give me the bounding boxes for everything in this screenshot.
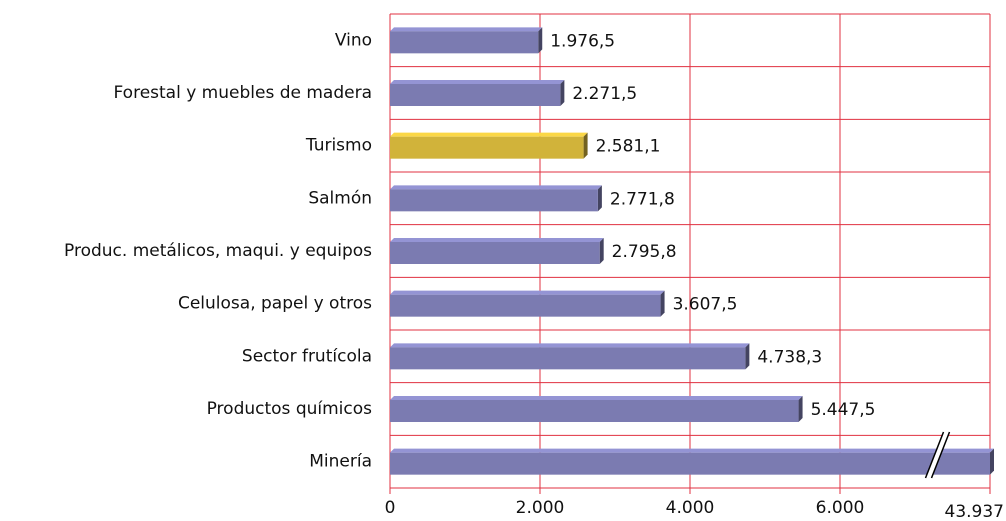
bar-top [390, 290, 665, 295]
category-label: Minería [309, 452, 372, 472]
bar-side [583, 132, 588, 159]
bar-top [390, 343, 750, 348]
axis-break [930, 431, 951, 479]
bar-side [597, 185, 602, 212]
x-tick-label: 0 [385, 498, 396, 518]
bar-side [560, 80, 565, 106]
bar-top [390, 396, 803, 400]
bar-side [660, 290, 665, 317]
category-label: Salmón [308, 188, 372, 208]
value-label: 4.738,3 [757, 347, 822, 367]
bar-top [390, 185, 602, 190]
value-label: 2.271,5 [572, 84, 637, 104]
bar-side [538, 27, 543, 54]
bar [390, 294, 661, 317]
value-label: 2.581,1 [596, 137, 661, 157]
category-label: Productos químicos [207, 399, 373, 419]
category-label: Produc. metálicos, maqui. y equipos [64, 241, 372, 261]
axis-break-gap [925, 432, 950, 478]
bar [390, 400, 799, 422]
category-label: Turismo [305, 136, 372, 156]
x-tick-label: 6.000 [816, 498, 865, 518]
bar-side [990, 448, 994, 475]
x-tick-label: 43.937 [945, 502, 1004, 521]
value-label: 5.447,5 [811, 400, 876, 420]
bar [390, 31, 539, 54]
bar-top [390, 448, 994, 453]
bar [390, 136, 584, 159]
bar [390, 242, 600, 264]
bar [390, 347, 746, 370]
category-label: Sector frutícola [242, 346, 372, 366]
bar-side [745, 343, 750, 370]
bar-top [390, 80, 565, 84]
bar-top [390, 132, 588, 137]
value-label: 2.795,8 [612, 242, 677, 262]
axis-break [924, 431, 945, 479]
category-label: Celulosa, papel y otros [178, 294, 372, 314]
bar-side [798, 396, 803, 422]
x-tick-label: 4.000 [666, 498, 715, 518]
bar-top [390, 27, 543, 32]
category-label: Vino [335, 30, 372, 50]
value-label: 3.607,5 [673, 295, 738, 315]
bar [390, 189, 598, 212]
bar [390, 452, 990, 475]
x-tick-label: 2.000 [516, 498, 565, 518]
bar-top [390, 238, 604, 242]
value-label: 2.771,8 [610, 189, 675, 209]
value-label: 1.976,5 [550, 31, 615, 51]
bar [390, 84, 561, 106]
bar-side [599, 238, 604, 264]
category-label: Forestal y muebles de madera [114, 83, 373, 103]
